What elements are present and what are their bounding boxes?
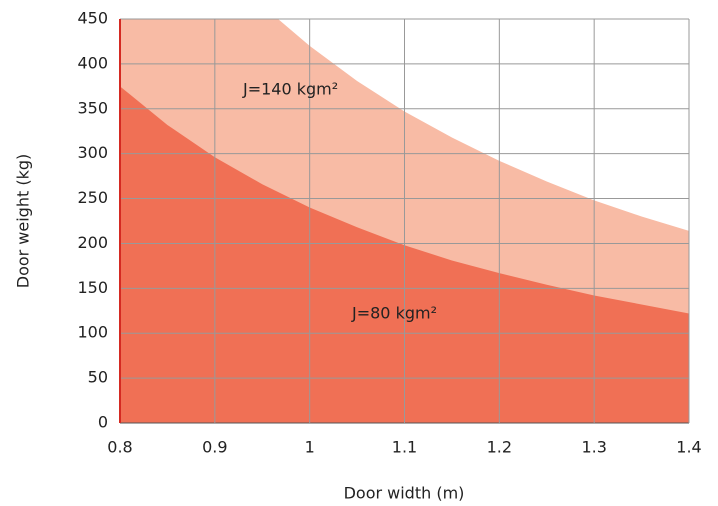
y-axis-title: Door weight (kg) <box>14 154 33 289</box>
y-tick-label: 250 <box>77 188 108 207</box>
y-tick-label: 200 <box>77 233 108 252</box>
x-tick-label: 1 <box>305 438 315 457</box>
x-tick-label: 0.9 <box>202 438 227 457</box>
y-tick-label: 150 <box>77 278 108 297</box>
x-tick-label: 0.8 <box>107 438 132 457</box>
y-tick-label: 450 <box>77 9 108 28</box>
y-tick-label: 50 <box>88 368 108 387</box>
y-tick-label: 400 <box>77 53 108 72</box>
y-tick-label: 100 <box>77 323 108 342</box>
y-tick-label: 350 <box>77 98 108 117</box>
y-tick-label: 0 <box>98 413 108 432</box>
x-tick-label: 1.4 <box>676 438 701 457</box>
x-tick-label: 1.1 <box>392 438 417 457</box>
x-tick-label: 1.2 <box>487 438 512 457</box>
y-tick-label: 300 <box>77 143 108 162</box>
annotation: J=80 kgm² <box>351 304 437 323</box>
annotation: J=140 kgm² <box>242 80 338 99</box>
x-axis-title: Door width (m) <box>344 484 465 503</box>
x-tick-label: 1.3 <box>581 438 606 457</box>
